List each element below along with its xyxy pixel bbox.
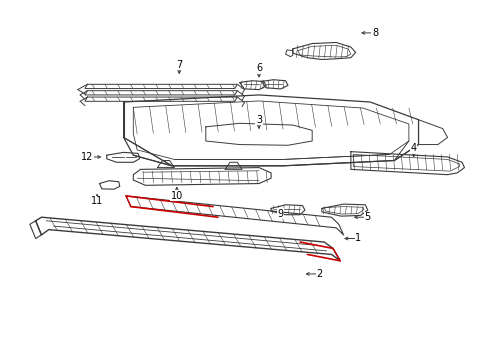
- Text: 1: 1: [354, 234, 361, 243]
- Text: 8: 8: [371, 28, 377, 38]
- Text: 10: 10: [170, 191, 183, 201]
- Text: 12: 12: [81, 152, 93, 162]
- Text: 9: 9: [277, 209, 283, 219]
- Text: 2: 2: [316, 269, 322, 279]
- Text: 4: 4: [410, 143, 416, 153]
- Text: 6: 6: [255, 63, 262, 73]
- Text: 3: 3: [255, 115, 262, 125]
- Text: 5: 5: [364, 212, 370, 222]
- Text: 7: 7: [176, 60, 182, 70]
- Text: 11: 11: [91, 196, 103, 206]
